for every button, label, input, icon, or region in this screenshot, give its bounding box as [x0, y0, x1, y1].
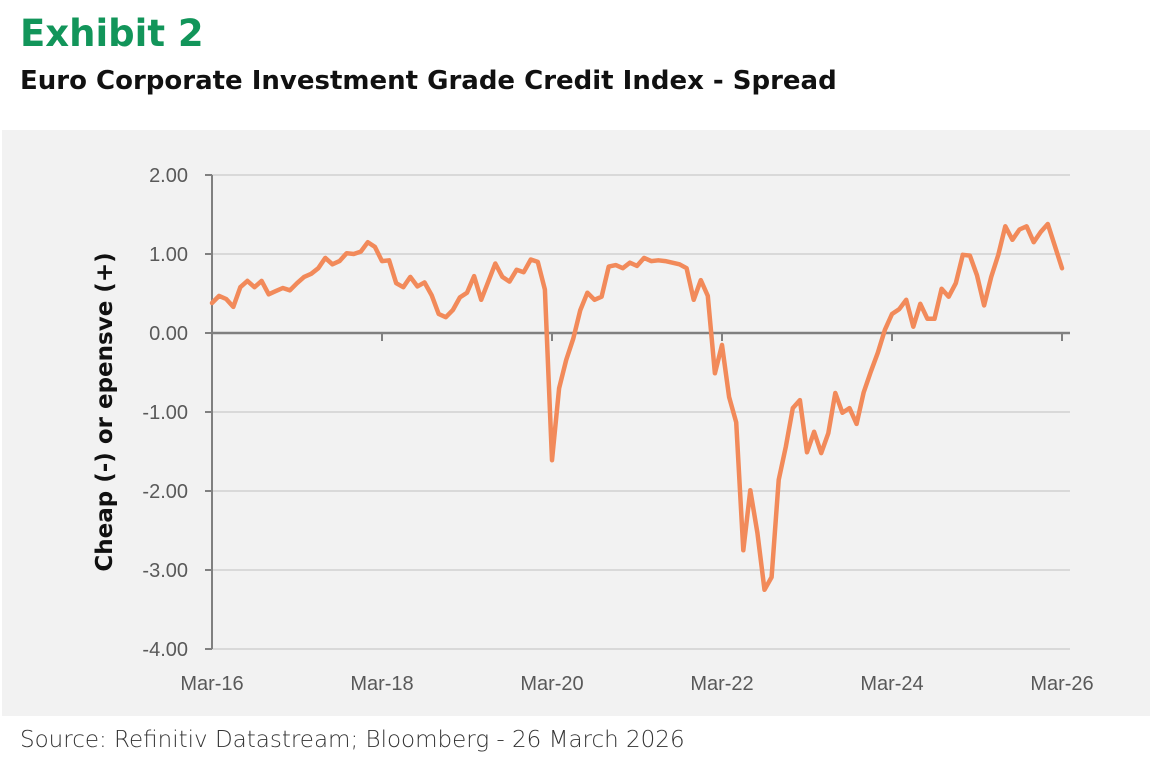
y-tick-label: 2.00	[149, 165, 188, 187]
x-tick-label: Mar-18	[350, 673, 413, 695]
x-tick-label: Mar-16	[180, 673, 243, 695]
x-tick-label: Mar-26	[1030, 673, 1093, 695]
y-tick-label: -3.00	[142, 560, 188, 582]
y-tick-label: -1.00	[142, 402, 188, 424]
y-tick-label: -4.00	[142, 639, 188, 661]
exhibit-title: Exhibit 2	[20, 12, 204, 55]
tick-labels: 2.00 1.00 0.00 -1.00 -2.00 -3.00 -4.00 Mar-16 Ma…	[142, 165, 1093, 695]
y-tick-label: 0.00	[149, 323, 188, 345]
series	[209, 221, 1065, 593]
source-note: Source: Refinitiv Datastream; Bloomberg …	[20, 727, 685, 753]
axes	[205, 174, 1070, 650]
gridlines	[212, 174, 1070, 650]
x-tick-label: Mar-20	[520, 673, 583, 695]
chart-panel	[2, 130, 1150, 716]
chart-subtitle: Euro Corporate Investment Grade Credit I…	[20, 66, 837, 96]
x-tick-label: Mar-22	[690, 673, 753, 695]
spread-line	[209, 221, 1065, 593]
y-axis-label: Cheap (-) or epensve (+)	[92, 252, 118, 571]
x-tick-label: Mar-24	[860, 673, 923, 695]
y-tick-label: 1.00	[149, 244, 188, 266]
y-tick-label: -2.00	[142, 481, 188, 503]
